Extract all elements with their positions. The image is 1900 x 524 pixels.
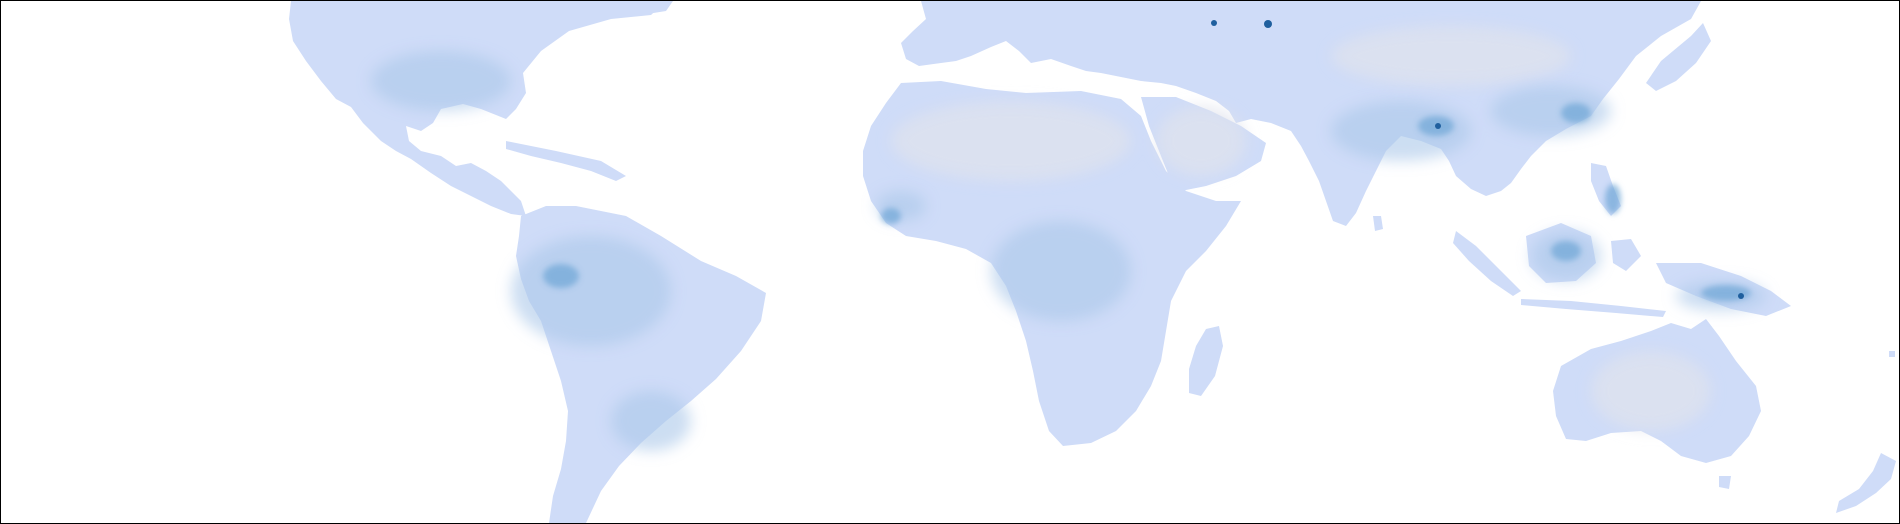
- hotspot-markers: [1211, 20, 1744, 299]
- tasmania: [1719, 476, 1731, 489]
- greenland-fragment: [606, 1, 673, 15]
- dry-regions: [891, 26, 1711, 431]
- intensity-layer: [371, 20, 1766, 451]
- caribbean-islands: [506, 141, 626, 181]
- sri-lanka: [1373, 216, 1383, 231]
- north-america: [289, 1, 666, 216]
- java: [1521, 299, 1666, 317]
- japan: [1646, 23, 1711, 91]
- pacific-islets: [1889, 351, 1895, 357]
- sumatra: [1453, 231, 1521, 296]
- new-zealand: [1836, 453, 1896, 513]
- sulawesi: [1611, 239, 1641, 271]
- madagascar: [1189, 326, 1223, 396]
